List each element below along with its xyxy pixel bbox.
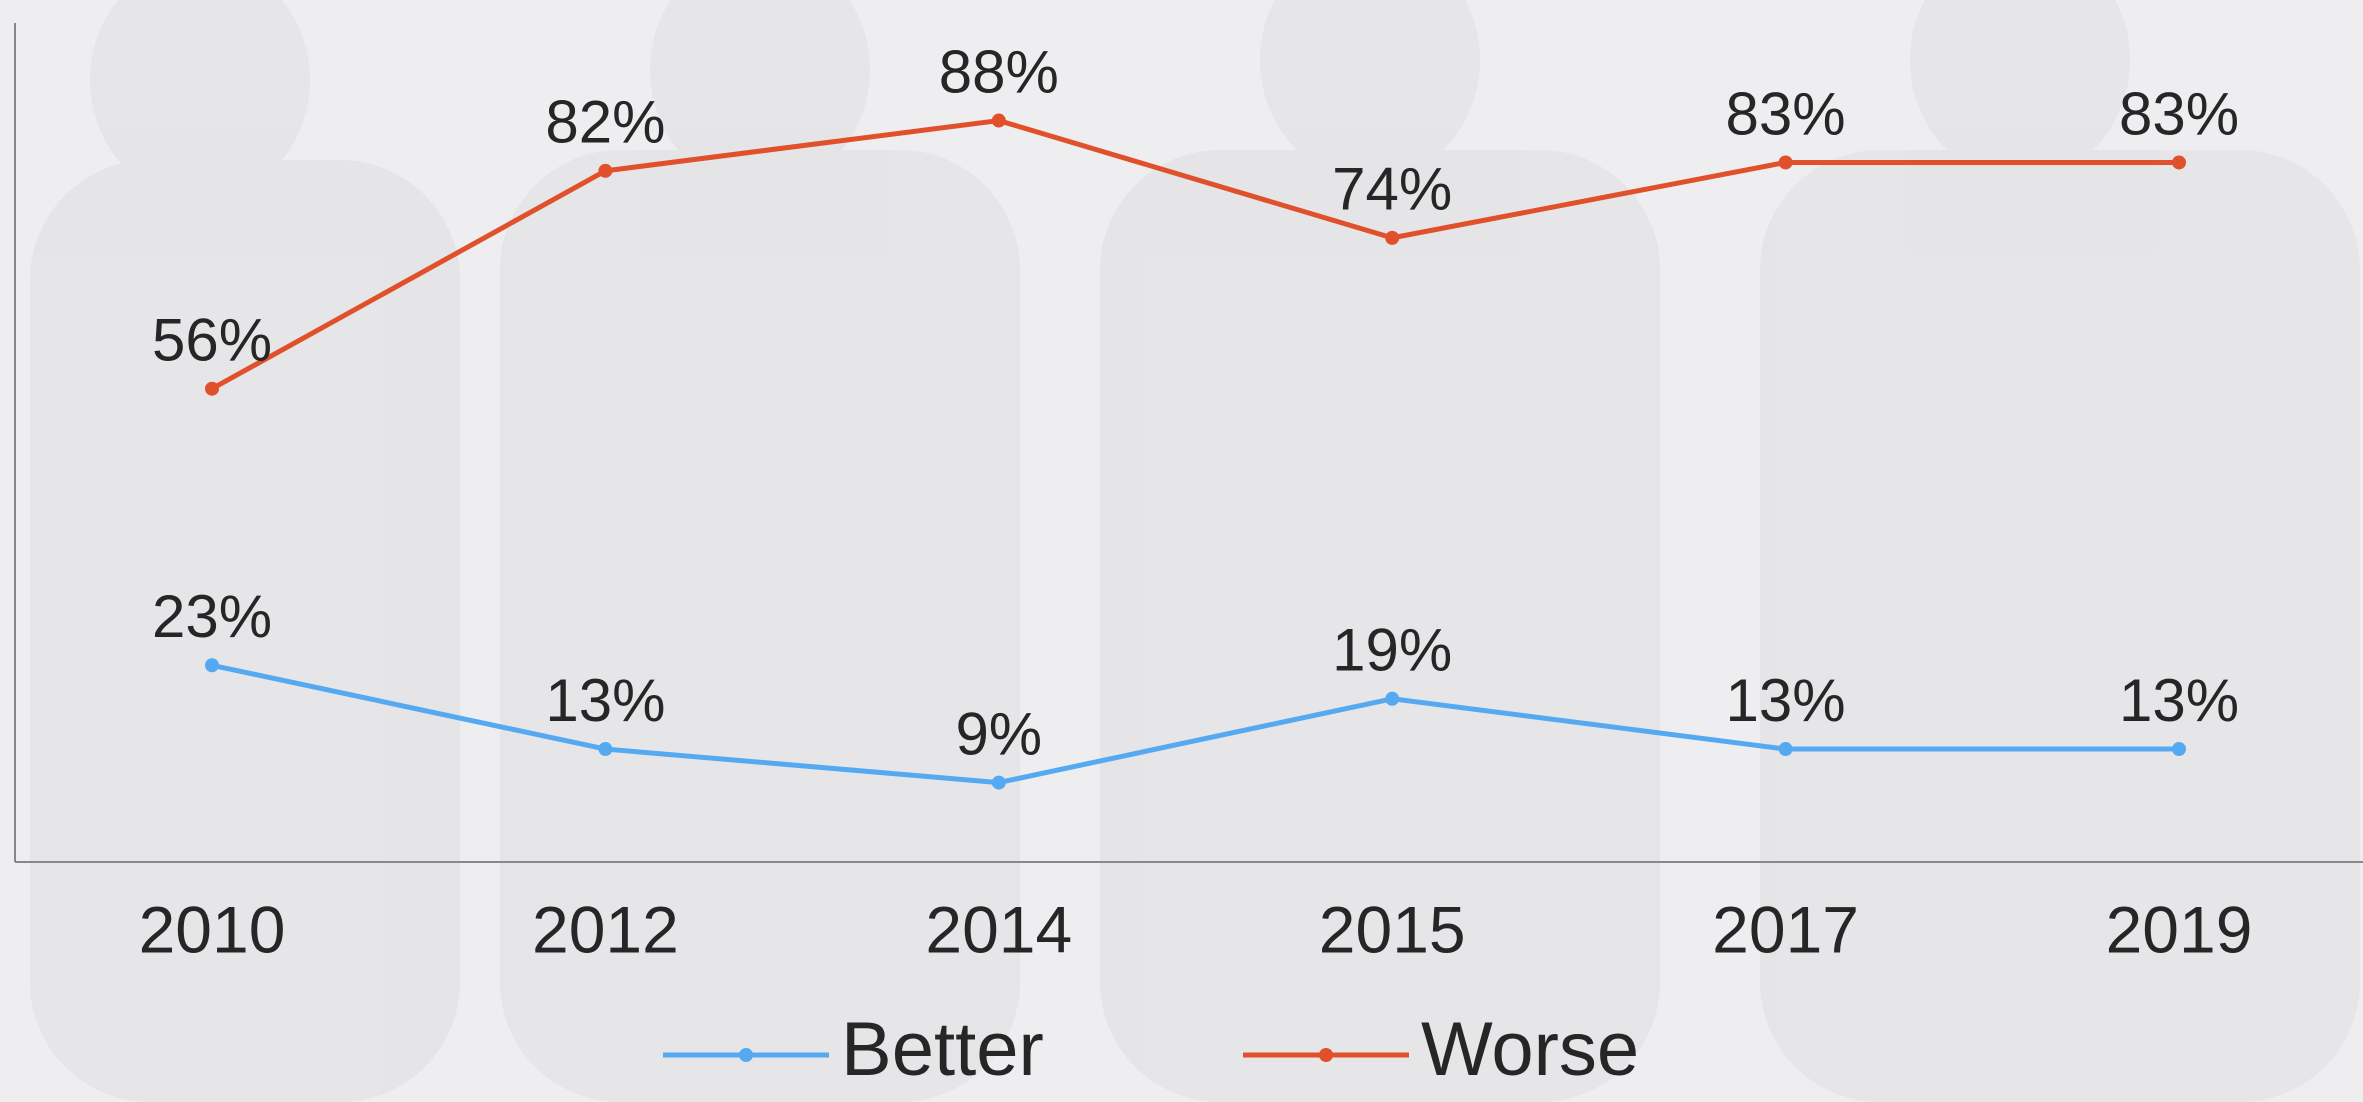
x-tick-label: 2019 <box>2106 892 2253 966</box>
legend-label: Worse <box>1421 1007 1639 1092</box>
x-tick-label: 2010 <box>139 892 286 966</box>
data-label: 56% <box>152 307 272 374</box>
data-point <box>205 658 219 672</box>
data-point <box>1385 692 1399 706</box>
data-point <box>992 114 1006 128</box>
data-point <box>598 742 612 756</box>
data-point <box>1779 742 1793 756</box>
x-tick-label: 2017 <box>1712 892 1859 966</box>
legend-label: Better <box>841 1007 1044 1092</box>
data-point <box>205 382 219 396</box>
x-tick-label: 2012 <box>532 892 679 966</box>
data-label: 88% <box>939 38 1059 105</box>
legend-marker <box>1319 1048 1333 1062</box>
data-point <box>2172 155 2186 169</box>
data-label: 19% <box>1332 617 1452 684</box>
data-label: 23% <box>152 583 272 650</box>
data-label: 83% <box>1726 80 1846 147</box>
data-label: 83% <box>2119 80 2239 147</box>
legend-marker <box>739 1048 753 1062</box>
data-label: 13% <box>545 667 665 734</box>
data-label: 9% <box>955 700 1042 767</box>
chart: 2010 2012 2014 2015 2017 2019 23% 13% 9% 19% 13% 13… <box>0 0 2363 1102</box>
data-label: 13% <box>1726 667 1846 734</box>
data-point <box>598 164 612 178</box>
x-tick-label: 2014 <box>925 892 1072 966</box>
data-label: 13% <box>2119 667 2239 734</box>
data-label: 82% <box>545 89 665 156</box>
x-tick-label: 2015 <box>1319 892 1466 966</box>
data-point <box>992 776 1006 790</box>
data-point <box>2172 742 2186 756</box>
data-point <box>1385 231 1399 245</box>
data-point <box>1779 155 1793 169</box>
data-label: 74% <box>1332 156 1452 223</box>
